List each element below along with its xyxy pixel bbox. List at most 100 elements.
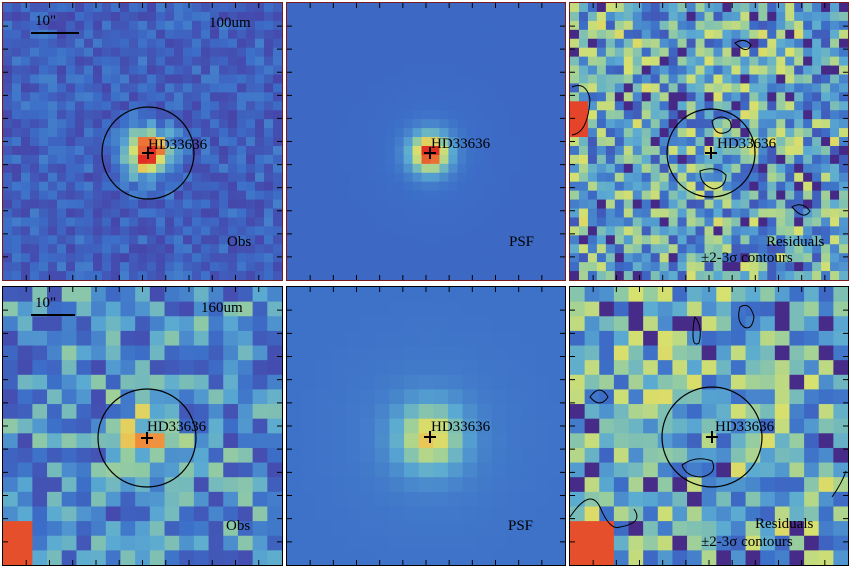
- pixel: [475, 262, 485, 272]
- pixel: [521, 330, 537, 347]
- pixel: [32, 477, 48, 493]
- pixel: [804, 506, 820, 522]
- pixel: [48, 47, 58, 58]
- pixel: [147, 253, 157, 263]
- pixel: [246, 47, 256, 58]
- pixel: [237, 226, 247, 236]
- pixel: [76, 447, 92, 464]
- pixel: [605, 38, 616, 49]
- pixel: [659, 20, 670, 31]
- pixel: [657, 287, 673, 303]
- tick-mark: [3, 287, 282, 565]
- pixel: [30, 145, 40, 156]
- pixel: [833, 330, 848, 347]
- pixel: [421, 128, 431, 138]
- pixel: [331, 92, 342, 102]
- pixel: [39, 74, 49, 84]
- pixel: [57, 119, 67, 129]
- pixel: [192, 11, 202, 22]
- pixel: [237, 360, 254, 376]
- pixel: [264, 83, 274, 93]
- pixel: [701, 447, 717, 464]
- pixel: [210, 181, 220, 192]
- pixel: [830, 172, 840, 183]
- pixel: [304, 253, 315, 263]
- pixel: [105, 550, 121, 565]
- pixel: [345, 462, 361, 478]
- pixel: [704, 154, 714, 165]
- pixel: [47, 301, 63, 317]
- pixel: [287, 345, 303, 361]
- pixel: [48, 181, 58, 192]
- pixel: [430, 83, 440, 93]
- pixel: [165, 181, 175, 192]
- pixel: [174, 244, 184, 254]
- pixel: [774, 506, 790, 522]
- pixel: [264, 271, 274, 280]
- pixel: [84, 137, 94, 147]
- pixel: [93, 3, 103, 13]
- pixel: [668, 20, 679, 31]
- pixel: [821, 262, 831, 272]
- pixel: [599, 506, 615, 522]
- pixel: [821, 271, 831, 280]
- pixel: [430, 199, 440, 210]
- pixel: [12, 47, 22, 58]
- pixel: [313, 226, 324, 236]
- pixel: [484, 11, 494, 22]
- pixel: [412, 3, 423, 13]
- pixel: [17, 287, 33, 303]
- pixel: [659, 262, 670, 272]
- pixel: [322, 163, 333, 174]
- pixel: [448, 38, 458, 49]
- pixel: [484, 92, 494, 102]
- pixel: [448, 11, 458, 22]
- pixel: [66, 119, 76, 129]
- pixel: [255, 11, 265, 22]
- pixel: [412, 119, 423, 129]
- pixel: [84, 20, 94, 31]
- pixel: [740, 101, 750, 111]
- pixel: [102, 110, 112, 120]
- pixel: [30, 110, 40, 120]
- pixel: [102, 38, 112, 49]
- pixel: [93, 217, 103, 227]
- pixel: [650, 83, 661, 93]
- star-position-marker: [142, 147, 154, 159]
- pixel: [628, 404, 644, 420]
- pixel: [430, 65, 440, 75]
- pixel: [345, 345, 361, 361]
- pixel: [839, 244, 848, 254]
- pixel: [84, 145, 94, 156]
- pixel: [304, 11, 315, 22]
- pixel: [511, 110, 521, 120]
- pixel: [313, 154, 324, 165]
- pixel: [668, 253, 679, 263]
- pixel: [331, 190, 342, 201]
- pixel: [641, 181, 652, 192]
- pixel: [418, 287, 434, 303]
- pixel: [506, 462, 522, 478]
- pixel: [584, 301, 600, 317]
- pixel: [219, 92, 229, 102]
- pixel: [273, 181, 282, 192]
- pixel: [477, 447, 493, 464]
- pixel: [340, 38, 351, 49]
- pixel: [93, 244, 103, 254]
- pixel: [570, 477, 586, 493]
- pixel: [550, 491, 565, 507]
- pixel: [264, 110, 274, 120]
- pixel: [623, 92, 634, 102]
- pixel: [794, 119, 804, 129]
- pixel: [614, 226, 625, 236]
- pixel: [164, 521, 180, 537]
- pixel: [295, 154, 306, 165]
- pixel: [623, 74, 634, 84]
- pixel: [349, 65, 360, 75]
- pixel: [785, 29, 795, 40]
- tick-mark: [570, 287, 848, 565]
- pixel: [367, 92, 378, 102]
- pixel: [164, 374, 180, 390]
- pixel: [331, 217, 342, 227]
- pixel: [538, 235, 548, 245]
